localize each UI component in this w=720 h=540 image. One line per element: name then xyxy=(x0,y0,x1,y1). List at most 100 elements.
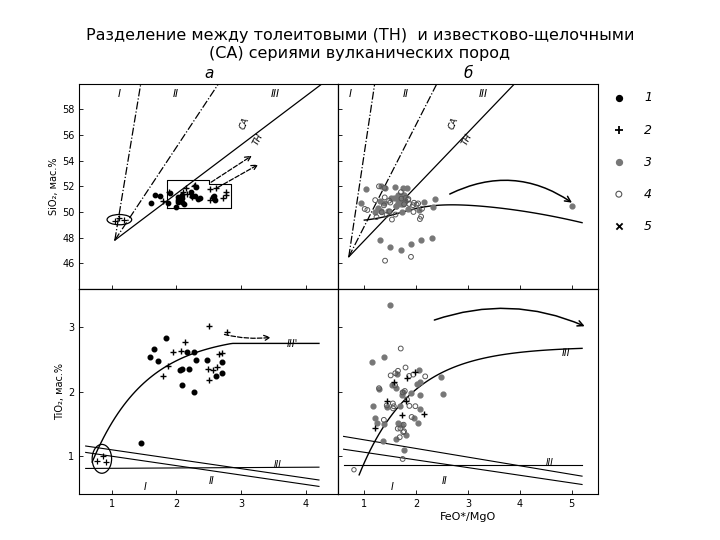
Point xyxy=(390,381,401,390)
Text: II: II xyxy=(442,476,448,487)
Point xyxy=(371,213,382,221)
Point xyxy=(91,456,103,465)
Point xyxy=(413,206,425,214)
Text: 5: 5 xyxy=(644,220,652,233)
Point xyxy=(174,366,186,374)
Text: 4: 4 xyxy=(644,188,652,201)
Point xyxy=(414,377,426,386)
Point xyxy=(411,200,423,209)
Point xyxy=(148,345,160,353)
Point xyxy=(210,372,222,380)
Point xyxy=(566,201,577,210)
Text: CA: CA xyxy=(238,116,251,131)
Point xyxy=(613,222,624,231)
Point xyxy=(204,196,216,205)
Point xyxy=(181,348,193,356)
Point xyxy=(378,416,390,424)
Point xyxy=(158,371,169,380)
Point xyxy=(178,200,189,208)
Point xyxy=(188,182,199,191)
Point xyxy=(372,204,384,212)
Point xyxy=(397,388,408,397)
Point xyxy=(401,395,413,404)
Point xyxy=(361,184,372,193)
Point xyxy=(429,195,441,204)
Point xyxy=(216,357,228,366)
Point xyxy=(414,391,426,400)
Point xyxy=(426,233,438,242)
Point xyxy=(396,390,408,399)
Point xyxy=(392,424,403,433)
Text: TH: TH xyxy=(460,132,474,147)
Point xyxy=(395,246,406,255)
Point xyxy=(395,197,406,205)
Point xyxy=(361,206,373,214)
Text: I: I xyxy=(390,482,393,491)
Point xyxy=(369,207,381,216)
Point xyxy=(402,195,414,204)
Point xyxy=(414,405,426,414)
Point xyxy=(397,455,408,463)
Point xyxy=(395,424,406,433)
Point xyxy=(382,206,394,215)
Point xyxy=(181,190,193,199)
Point xyxy=(406,413,418,421)
Text: б: б xyxy=(463,66,473,82)
Point xyxy=(405,240,417,248)
Point xyxy=(388,402,400,410)
Point xyxy=(408,414,420,422)
Point xyxy=(398,420,410,429)
Point xyxy=(392,191,403,199)
Point xyxy=(373,384,384,393)
Point xyxy=(405,389,416,397)
Point xyxy=(390,210,401,219)
Point xyxy=(158,197,169,205)
Point xyxy=(194,194,206,202)
Point xyxy=(428,202,439,211)
Point xyxy=(401,184,413,193)
Point xyxy=(208,192,220,200)
Point xyxy=(109,217,121,225)
Point xyxy=(402,195,414,204)
Point xyxy=(186,192,197,201)
Point xyxy=(390,201,402,210)
Point xyxy=(185,188,197,197)
Point xyxy=(397,200,408,208)
Point xyxy=(397,207,408,216)
Point xyxy=(145,199,157,207)
Point xyxy=(409,368,420,376)
Text: 1: 1 xyxy=(644,91,652,104)
Point xyxy=(217,193,229,202)
Point xyxy=(400,397,411,406)
Point xyxy=(398,427,410,436)
Point xyxy=(415,236,427,245)
Point xyxy=(384,301,396,309)
Point xyxy=(381,211,392,219)
Point xyxy=(366,357,378,366)
Point xyxy=(348,465,360,474)
Point xyxy=(386,215,397,224)
Point xyxy=(416,205,428,213)
Point xyxy=(388,193,400,202)
Text: II: II xyxy=(209,476,215,487)
Point xyxy=(384,197,395,205)
Point xyxy=(390,194,402,202)
Point xyxy=(379,193,390,202)
Point xyxy=(613,93,624,102)
Point xyxy=(152,356,163,365)
Point xyxy=(204,322,215,330)
Y-axis label: SiO₂, мас.%: SiO₂, мас.% xyxy=(49,158,59,215)
Point xyxy=(378,352,390,361)
Point xyxy=(176,198,188,207)
Point xyxy=(369,424,380,433)
Point xyxy=(359,205,371,213)
Text: III: III xyxy=(546,458,554,467)
Text: 2: 2 xyxy=(644,124,652,137)
Point xyxy=(394,433,405,442)
Point xyxy=(176,381,188,389)
Point xyxy=(408,198,420,207)
Point xyxy=(413,199,424,208)
Point xyxy=(396,194,408,203)
Point xyxy=(210,184,222,193)
Point xyxy=(376,208,387,217)
